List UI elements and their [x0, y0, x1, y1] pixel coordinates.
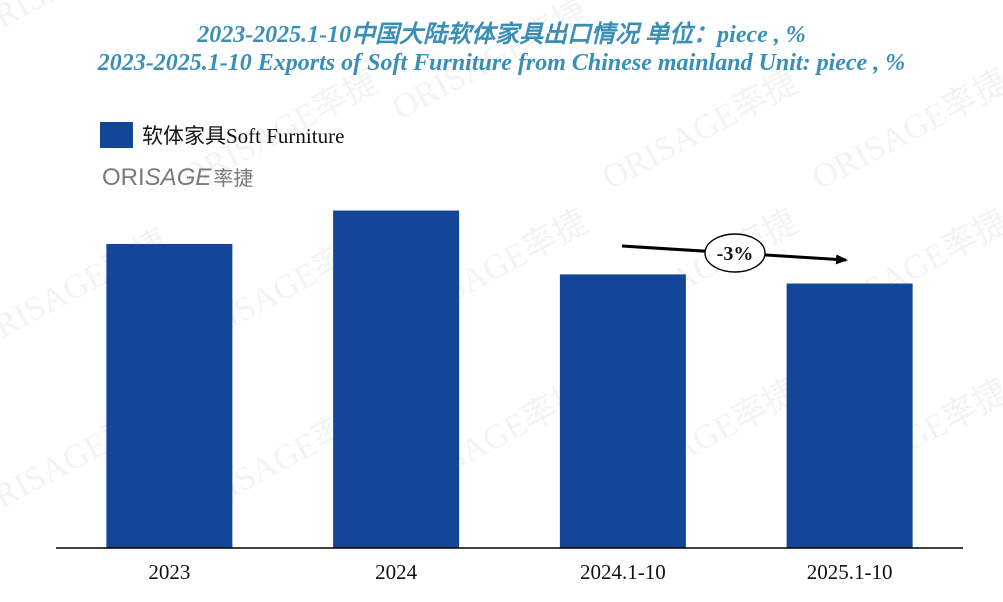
bars-group	[106, 210, 913, 548]
orisage-logo: ORISAGE 率捷	[102, 164, 253, 191]
bar-2025.1-10	[786, 283, 913, 548]
x-tick-label: 2025.1-10	[807, 560, 893, 584]
legend: 软体家具Soft Furniture	[100, 122, 344, 148]
chart-title-en: 2023-2025.1-10 Exports of Soft Furniture…	[97, 50, 906, 76]
logo-text: ORISAGE 率捷	[102, 164, 253, 191]
legend-label: 软体家具Soft Furniture	[142, 124, 344, 148]
logo-sage: SAGE	[145, 164, 213, 191]
change-badge	[704, 233, 766, 273]
bar-2024	[333, 210, 460, 548]
x-tick-label: 2023	[148, 560, 190, 584]
change-label: -3%	[717, 243, 754, 265]
legend-swatch	[100, 122, 133, 148]
logo-ori: ORI	[102, 164, 145, 191]
x-tick-labels: 2023 2024 2024.1-10 2025.1-10	[148, 560, 892, 584]
trend-annotation: -3%	[621, 233, 848, 273]
bar-2024.1-10	[559, 274, 686, 548]
x-tick-label: 2024.1-10	[580, 560, 666, 584]
bar-2023	[106, 244, 233, 548]
chart-title-zh: 2023-2025.1-10中国大陆软体家具出口情况 单位：piece , %	[197, 22, 806, 48]
x-tick-label: 2024	[375, 560, 418, 584]
logo-cn: 率捷	[213, 167, 253, 190]
